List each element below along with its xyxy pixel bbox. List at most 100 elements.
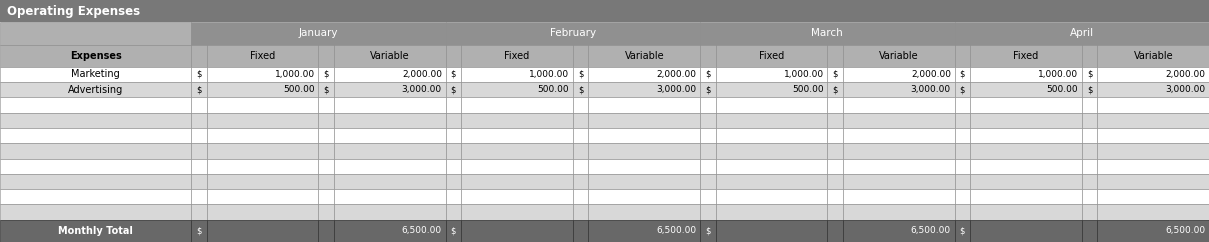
Bar [970, 174, 1082, 189]
Bar [843, 143, 955, 159]
Bar [334, 159, 445, 174]
Bar [843, 128, 955, 143]
Bar [970, 159, 1082, 174]
Text: April: April [1070, 28, 1094, 38]
Bar [207, 143, 318, 159]
Bar [1098, 159, 1209, 174]
Bar [0, 128, 191, 143]
Bar [191, 22, 445, 45]
Bar [318, 204, 334, 220]
Bar [445, 174, 462, 189]
Bar [955, 97, 970, 113]
Text: Fixed: Fixed [759, 51, 785, 61]
Text: $: $ [1087, 70, 1092, 79]
Bar [700, 128, 716, 143]
Bar [589, 128, 700, 143]
Text: Variable: Variable [1133, 51, 1173, 61]
Bar [334, 220, 445, 242]
Bar [318, 45, 334, 67]
Bar [700, 113, 716, 128]
Text: Variable: Variable [879, 51, 919, 61]
Bar [843, 113, 955, 128]
Bar [207, 113, 318, 128]
Bar [716, 204, 827, 220]
Text: Fixed: Fixed [1013, 51, 1039, 61]
Text: $: $ [451, 226, 456, 235]
Bar [827, 204, 843, 220]
Bar [191, 174, 207, 189]
Bar [827, 45, 843, 67]
Bar [445, 220, 462, 242]
Bar [589, 174, 700, 189]
Text: 2,000.00: 2,000.00 [910, 70, 951, 79]
Bar [445, 159, 462, 174]
Bar [843, 45, 955, 67]
Bar [827, 97, 843, 113]
Text: March: March [811, 28, 843, 38]
Bar [589, 143, 700, 159]
Bar [1082, 220, 1098, 242]
Bar [827, 82, 843, 97]
Bar [0, 204, 191, 220]
Bar [716, 220, 827, 242]
Bar [1082, 97, 1098, 113]
Bar [589, 113, 700, 128]
Bar [970, 204, 1082, 220]
Bar [0, 189, 191, 204]
Bar [207, 189, 318, 204]
Text: $: $ [833, 85, 838, 94]
Bar [700, 204, 716, 220]
Bar [191, 67, 207, 82]
Bar [589, 82, 700, 97]
Text: 500.00: 500.00 [1047, 85, 1078, 94]
Bar [0, 174, 191, 189]
Bar [700, 22, 955, 45]
Bar [955, 67, 970, 82]
Bar [955, 220, 970, 242]
Bar [827, 189, 843, 204]
Bar [207, 128, 318, 143]
Bar [716, 174, 827, 189]
Bar [462, 174, 573, 189]
Bar [827, 174, 843, 189]
Bar [207, 45, 318, 67]
Text: $: $ [578, 85, 583, 94]
Bar [462, 97, 573, 113]
Text: $: $ [960, 70, 965, 79]
Bar [0, 113, 191, 128]
Bar [0, 67, 191, 82]
Bar [970, 97, 1082, 113]
Bar [191, 82, 207, 97]
Bar [318, 174, 334, 189]
Bar [700, 159, 716, 174]
Bar [589, 45, 700, 67]
Bar [589, 204, 700, 220]
Bar [700, 189, 716, 204]
Bar [1098, 97, 1209, 113]
Bar [334, 143, 445, 159]
Text: 6,500.00: 6,500.00 [656, 226, 696, 235]
Bar [334, 45, 445, 67]
Text: $: $ [705, 70, 711, 79]
Bar [191, 128, 207, 143]
Bar [462, 204, 573, 220]
Bar [700, 45, 716, 67]
Text: $: $ [451, 70, 456, 79]
Text: Advertising: Advertising [68, 85, 123, 95]
Bar [1098, 220, 1209, 242]
Bar [955, 204, 970, 220]
Bar [1082, 204, 1098, 220]
Text: 500.00: 500.00 [283, 85, 314, 94]
Bar [573, 113, 589, 128]
Bar [827, 128, 843, 143]
Bar [445, 45, 462, 67]
Text: 1,000.00: 1,000.00 [274, 70, 314, 79]
Bar [843, 174, 955, 189]
Bar [1098, 82, 1209, 97]
Bar [207, 174, 318, 189]
Bar [0, 45, 191, 67]
Bar [445, 189, 462, 204]
Text: 2,000.00: 2,000.00 [1165, 70, 1205, 79]
Bar [1082, 143, 1098, 159]
Bar [445, 143, 462, 159]
